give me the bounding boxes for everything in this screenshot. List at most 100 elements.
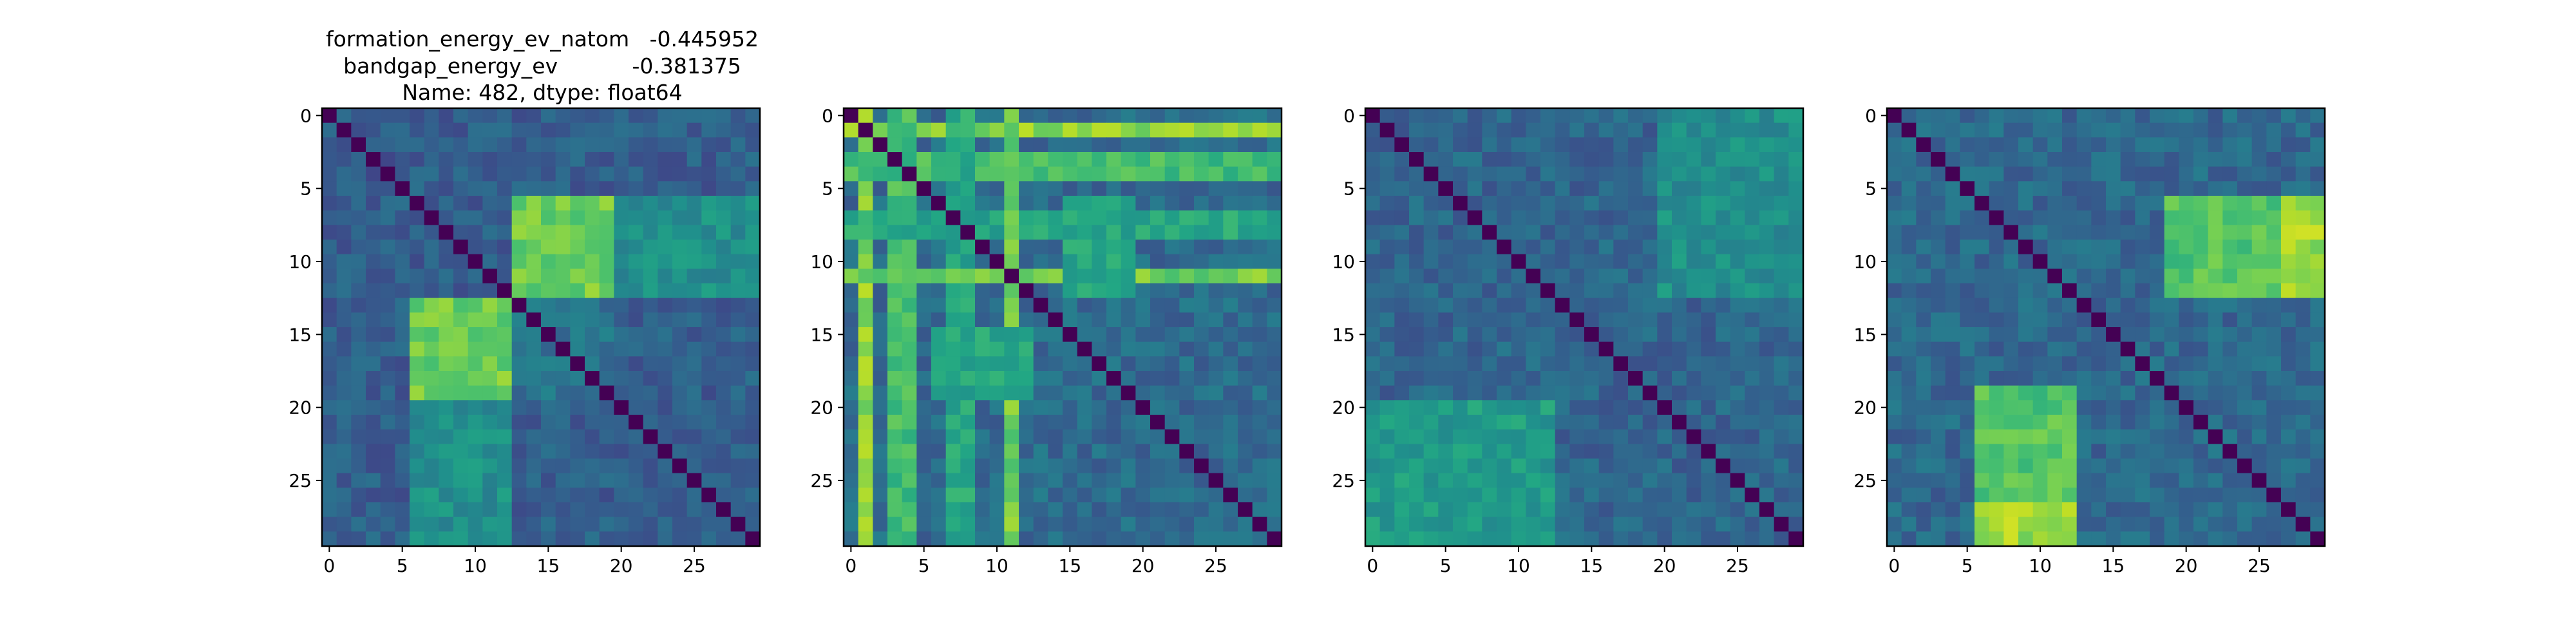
heatmap-cell (1788, 327, 1804, 343)
heatmap-cell (1179, 444, 1195, 459)
heatmap-cell (2164, 254, 2179, 269)
heatmap-cell (1745, 356, 1760, 372)
heatmap-cell (439, 240, 454, 255)
heatmap-cell (2047, 108, 2063, 124)
heatmap-cell (1511, 166, 1526, 182)
heatmap-cell (1540, 429, 1556, 444)
heatmap-cell (1048, 137, 1063, 153)
heatmap-cell (1365, 137, 1381, 153)
heatmap-cell (1989, 356, 2004, 372)
heatmap-cell (1121, 327, 1136, 343)
heatmap-cell (1194, 225, 1209, 240)
heatmap-cell (1019, 240, 1034, 255)
y-tick-label: 25 (1332, 470, 1355, 491)
heatmap-cell (468, 488, 483, 503)
heatmap-cell (1555, 283, 1570, 299)
heatmap-cell (570, 254, 585, 269)
heatmap-cell (555, 488, 571, 503)
heatmap-cell (468, 122, 483, 138)
heatmap-cell (2047, 210, 2063, 225)
heatmap-cell (366, 225, 381, 240)
heatmap-cell (1945, 240, 1960, 255)
heatmap-cell (1194, 531, 1209, 547)
heatmap-cell (1686, 137, 1701, 153)
heatmap-cell (2281, 371, 2297, 386)
heatmap-cell (322, 210, 337, 225)
heatmap-cell (424, 254, 439, 269)
heatmap-cell (570, 341, 585, 357)
heatmap-cell (1379, 283, 1395, 299)
heatmap-cell (1730, 502, 1745, 518)
heatmap-cell (410, 356, 425, 372)
heatmap-cell (945, 385, 961, 401)
heatmap-cell (2091, 327, 2107, 343)
heatmap-cell (629, 444, 644, 459)
heatmap-cell (1135, 254, 1151, 269)
heatmap-cell (497, 341, 513, 357)
heatmap-cell (2018, 283, 2034, 299)
heatmap-cell (1394, 283, 1410, 299)
y-tick-label: 20 (810, 397, 833, 419)
heatmap-cell (1453, 298, 1468, 313)
heatmap-cell (424, 488, 439, 503)
heatmap-cell (380, 327, 395, 343)
heatmap-cell (2310, 473, 2325, 488)
heatmap-cell (1901, 269, 1917, 284)
heatmap-cell (2032, 327, 2048, 343)
heatmap-cell (960, 225, 976, 240)
heatmap-cell (1164, 459, 1180, 474)
heatmap-cell (730, 137, 746, 153)
heatmap-cell (1960, 225, 1975, 240)
heatmap-cell (2120, 356, 2136, 372)
heatmap-cell (1106, 459, 1122, 474)
heatmap-cell (1989, 240, 2004, 255)
heatmap-cell (2237, 210, 2253, 225)
heatmap-cell (2251, 181, 2267, 196)
x-tick-label: 25 (1726, 555, 1749, 576)
heatmap-cell (701, 137, 717, 153)
heatmap-cell (916, 459, 932, 474)
heatmap-cell (1555, 385, 1570, 401)
heatmap-cell (336, 225, 352, 240)
heatmap-cell (614, 108, 629, 124)
heatmap-cell (2251, 385, 2267, 401)
heatmap-cell (2106, 429, 2121, 444)
heatmap-cell (2003, 327, 2019, 343)
heatmap-cell (2179, 225, 2194, 240)
heatmap-cell (410, 108, 425, 124)
heatmap-cell (2120, 254, 2136, 269)
heatmap-cell (395, 473, 410, 488)
heatmap-cell (1252, 152, 1267, 167)
heatmap-cell (1135, 473, 1151, 488)
heatmap-cell (2076, 385, 2092, 401)
heatmap-cell (336, 327, 352, 343)
heatmap-cell (1252, 137, 1267, 153)
heatmap-cell (497, 371, 513, 386)
heatmap-cell (614, 356, 629, 372)
heatmap-cell (410, 225, 425, 240)
y-tick-label: 5 (1865, 178, 1877, 200)
heatmap-cell (672, 312, 688, 328)
heatmap-cell (1033, 181, 1048, 196)
heatmap-cell (526, 254, 542, 269)
heatmap-cell (585, 298, 600, 313)
heatmap-cell (2281, 312, 2297, 328)
heatmap-cell (1716, 181, 1731, 196)
heatmap-cell (1150, 210, 1166, 225)
heatmap-cell (916, 298, 932, 313)
heatmap-cell (2120, 166, 2136, 182)
heatmap-cell (745, 166, 761, 182)
heatmap-cell (672, 516, 688, 532)
heatmap-cell (1584, 269, 1600, 284)
heatmap-cell (497, 166, 513, 182)
heatmap-cell (1453, 341, 1468, 357)
heatmap-cell (2310, 240, 2325, 255)
heatmap-cell (2047, 122, 2063, 138)
heatmap-cell (1019, 181, 1034, 196)
heatmap-cell (2295, 400, 2311, 415)
heatmap-cell (1774, 225, 1789, 240)
heatmap-cell (629, 298, 644, 313)
heatmap-cell (1223, 152, 1238, 167)
heatmap-cell (1975, 210, 1990, 225)
heatmap-cell (1774, 166, 1789, 182)
